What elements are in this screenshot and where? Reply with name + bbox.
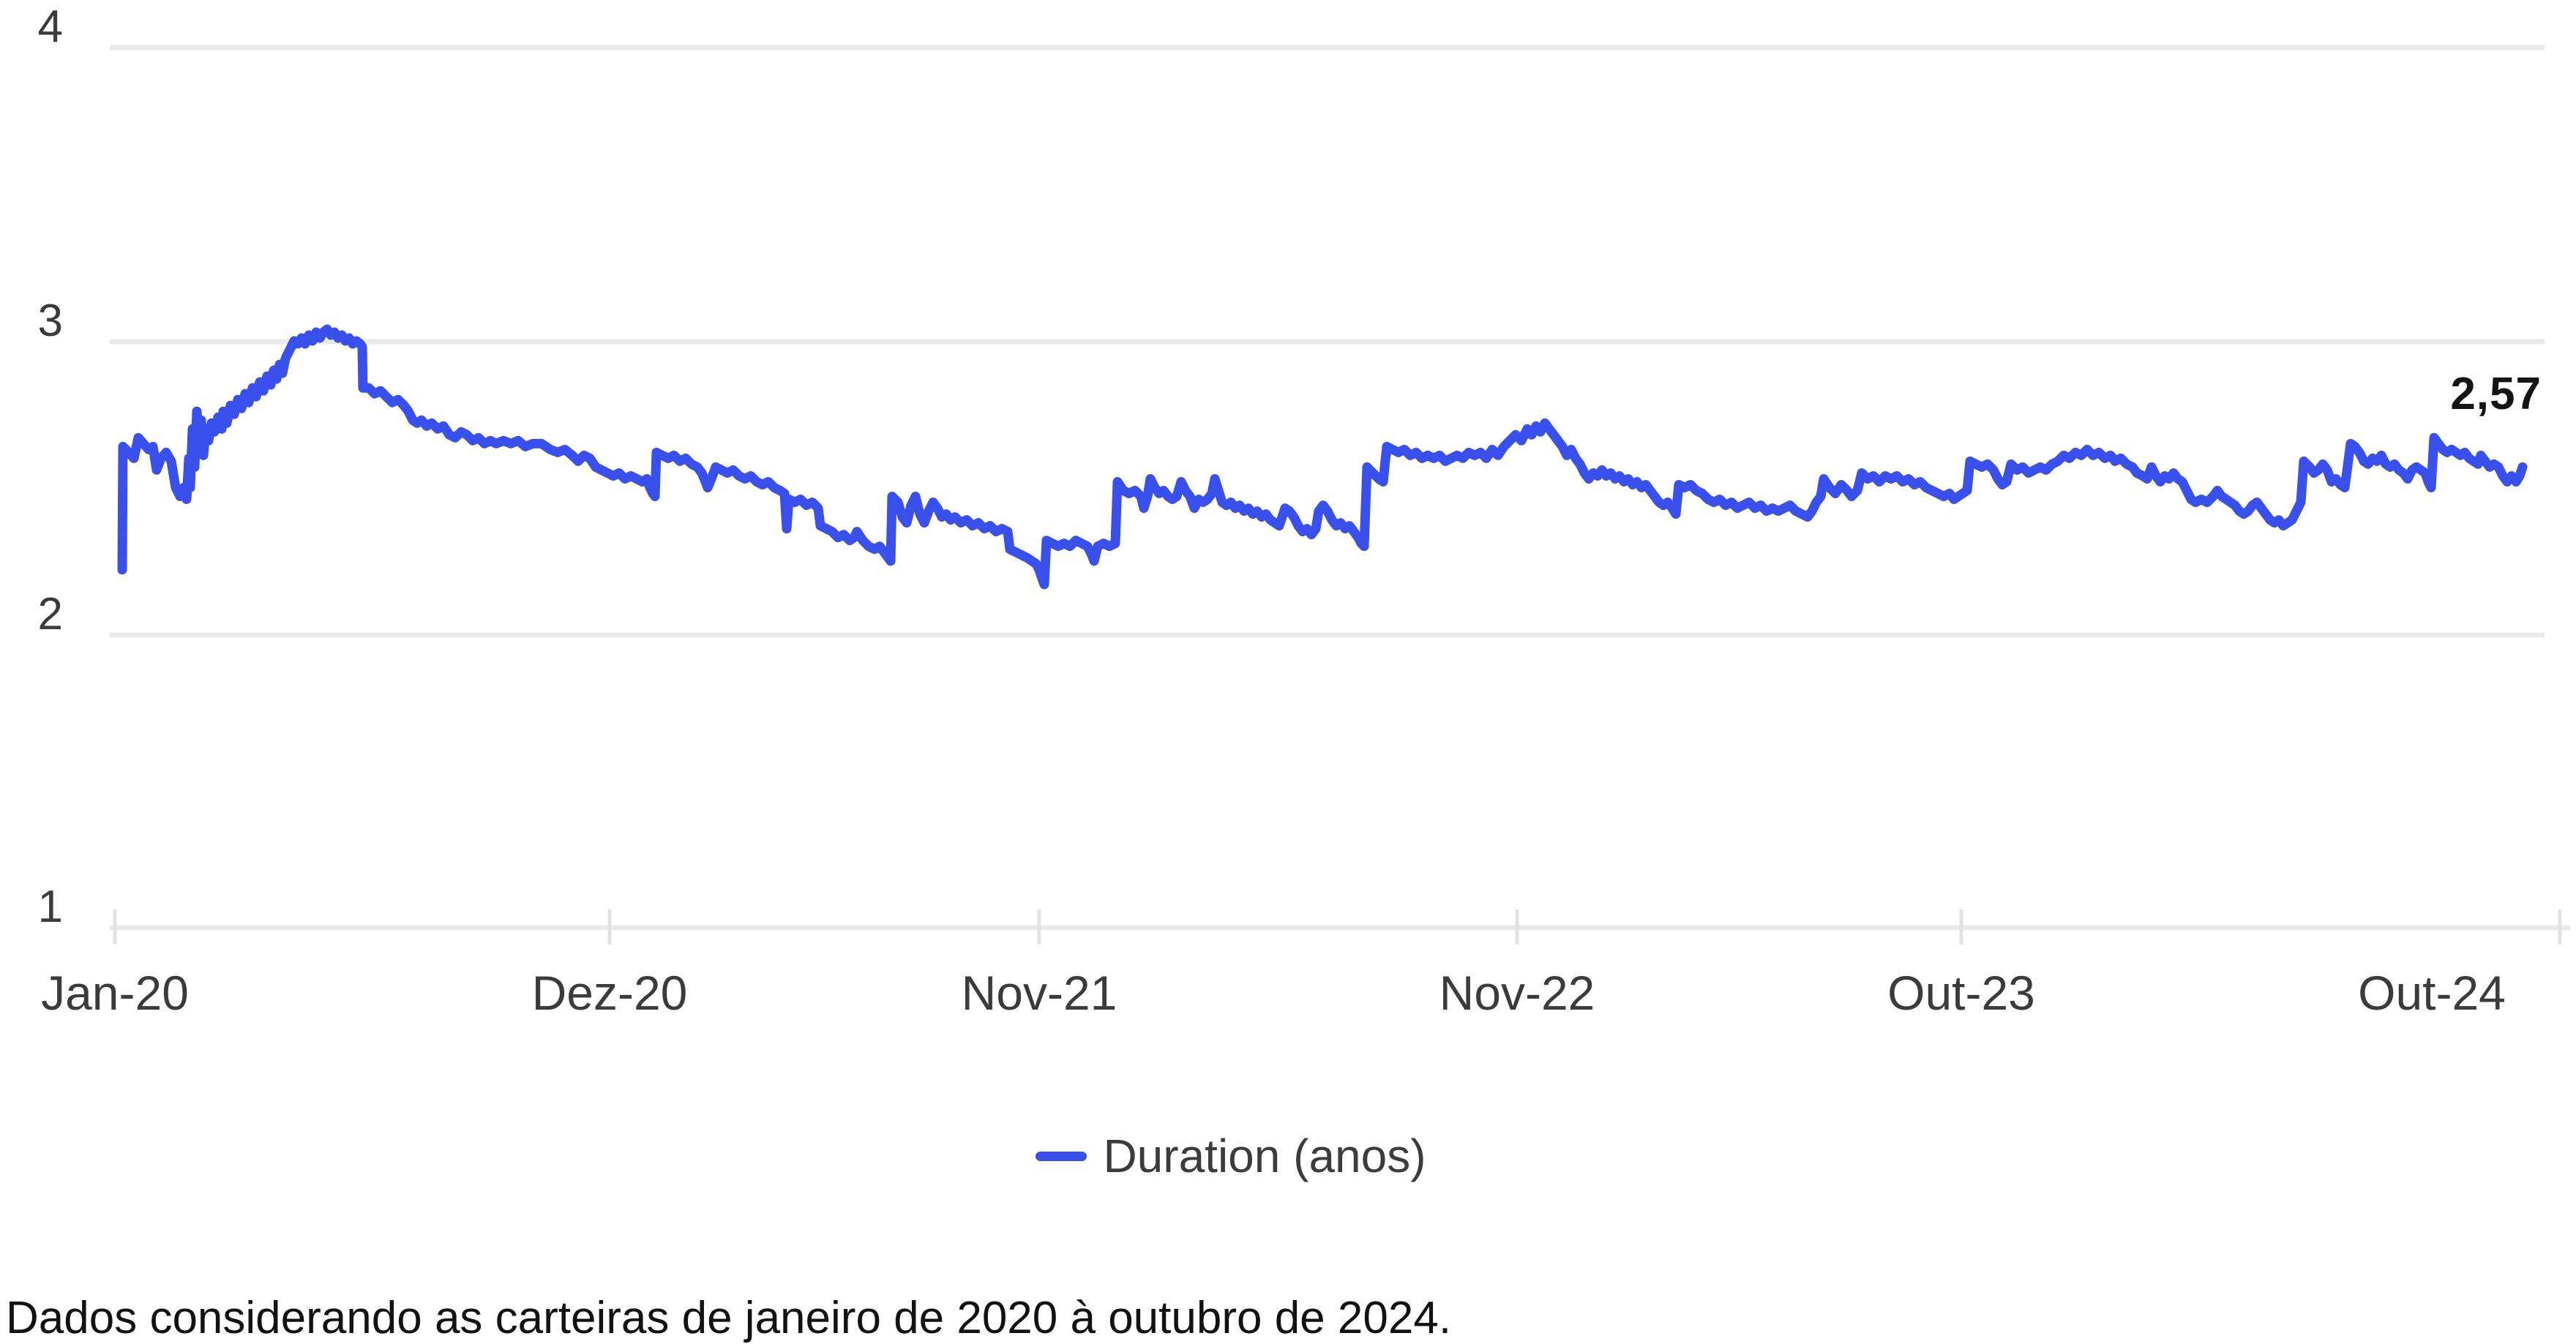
last-value-label: 2,57 <box>2450 369 2542 419</box>
y-axis-tick-label: 2 <box>38 589 63 639</box>
gridlines <box>110 45 2570 931</box>
y-axis-tick-label: 1 <box>38 882 63 932</box>
legend-line-swatch <box>1036 1151 1087 1161</box>
x-axis-ticks <box>113 909 2562 945</box>
legend: Duration (anos) <box>0 1128 2519 1184</box>
y-axis-tick-label: 3 <box>38 296 63 346</box>
duration-series-line <box>117 324 2528 590</box>
footnote: Dados considerando as carteiras de janei… <box>6 1293 1452 1343</box>
x-axis-labels: Jan-20 Dez-20 Nov-21 Nov-22 Out-23 Out-24 <box>41 966 2506 1020</box>
x-axis-tick-label: Nov-21 <box>962 966 1117 1020</box>
y-axis-tick-label: 4 <box>38 1 63 52</box>
x-axis-tick-label: Dez-20 <box>532 966 688 1020</box>
legend-series-label: Duration (anos) <box>1103 1130 1426 1182</box>
x-axis-tick-label: Out-24 <box>2358 966 2506 1020</box>
x-axis-tick-label: Nov-22 <box>1439 966 1595 1020</box>
x-axis-tick-label: Jan-20 <box>41 966 189 1020</box>
y-axis-labels: 4 3 2 1 <box>38 1 63 932</box>
x-axis-tick-label: Out-23 <box>1887 966 2035 1020</box>
